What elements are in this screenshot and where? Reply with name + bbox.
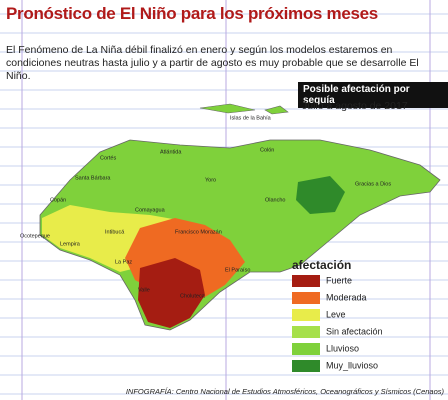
legend-swatch <box>292 275 320 287</box>
legend-label: Moderada <box>326 292 367 302</box>
department-label: La Paz <box>115 259 132 265</box>
department-label: Islas de la Bahía <box>230 115 272 121</box>
department-label: Gracias a Dios <box>355 181 391 187</box>
department-label: Comayagua <box>135 207 166 213</box>
region-darkred <box>138 258 205 328</box>
department-label: Cortés <box>100 155 116 161</box>
badge: Posible afectación por sequía <box>298 82 448 108</box>
department-label: Copán <box>50 197 66 203</box>
islands <box>199 103 289 115</box>
legend-label: Muy_lluvioso <box>326 360 378 370</box>
legend-swatch <box>292 292 320 304</box>
region-darkgreen <box>296 176 345 214</box>
department-label: Intibucá <box>105 229 125 235</box>
intro-text: El Fenómeno de La Niña débil finalizó en… <box>6 44 419 82</box>
legend-swatch <box>292 326 320 338</box>
department-label: Francisco Morazán <box>175 229 222 235</box>
department-label: Atlántida <box>160 149 182 155</box>
legend-label: Fuerte <box>326 275 352 285</box>
department-label: El Paraíso <box>225 267 250 273</box>
department-label: Colón <box>260 147 274 153</box>
department-label: Valle <box>138 287 150 293</box>
title: Pronóstico de El Niño para los próximos … <box>6 4 378 23</box>
source: INFOGRAFÍA: Centro Nacional de Estudios … <box>125 387 444 396</box>
department-label: Yoro <box>205 177 216 183</box>
department-label: Lempira <box>60 241 81 247</box>
legend-label: Lluvioso <box>326 343 359 353</box>
legend-swatch <box>292 309 320 321</box>
legend-swatch <box>292 343 320 355</box>
legend-label: Sin afectación <box>326 326 383 336</box>
legend-swatch <box>292 360 320 372</box>
legend-label: Leve <box>326 309 346 319</box>
period: Julio a agosto de 2017 <box>302 100 408 112</box>
legend: afectación Fuerte Moderada Leve Sin afectac… <box>292 258 383 372</box>
legend-title: afectación <box>292 258 351 272</box>
department-label: Santa Bárbara <box>75 175 111 181</box>
department-label: Choluteca <box>180 293 206 299</box>
country-map <box>39 103 441 331</box>
department-label: Ocotepeque <box>20 233 50 239</box>
department-labels: Islas de la Bahía Cortés Atlántida Colón Yor… <box>20 115 391 299</box>
department-label: Olancho <box>265 197 286 203</box>
